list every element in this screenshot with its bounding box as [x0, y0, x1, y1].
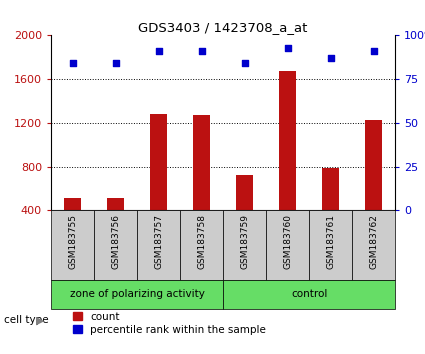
Bar	[322, 167, 339, 210]
Bar	[107, 198, 124, 210]
Text: GSM183761: GSM183761	[326, 214, 335, 269]
Bar	[365, 120, 382, 210]
FancyBboxPatch shape	[309, 210, 352, 280]
Text: GSM183759: GSM183759	[240, 214, 249, 269]
Text: GSM183760: GSM183760	[283, 214, 292, 269]
FancyBboxPatch shape	[51, 210, 94, 280]
Bar	[64, 198, 81, 210]
Title: GDS3403 / 1423708_a_at: GDS3403 / 1423708_a_at	[139, 21, 308, 34]
FancyBboxPatch shape	[94, 210, 137, 280]
FancyBboxPatch shape	[266, 210, 309, 280]
Point	[241, 61, 248, 66]
Bar	[236, 175, 253, 210]
FancyBboxPatch shape	[137, 210, 180, 280]
Legend: count, percentile rank within the sample: count, percentile rank within the sample	[74, 312, 266, 335]
Point	[284, 45, 291, 51]
Bar	[193, 115, 210, 210]
Bar	[150, 114, 167, 210]
Point	[327, 55, 334, 61]
Point	[69, 61, 76, 66]
Point	[370, 48, 377, 54]
Text: ▶: ▶	[36, 315, 45, 325]
FancyBboxPatch shape	[223, 280, 395, 309]
Point	[112, 61, 119, 66]
FancyBboxPatch shape	[352, 210, 395, 280]
Text: cell type: cell type	[4, 315, 49, 325]
Text: GSM183757: GSM183757	[154, 214, 163, 269]
Point	[155, 48, 162, 54]
Text: control: control	[291, 290, 327, 299]
FancyBboxPatch shape	[180, 210, 223, 280]
Bar	[279, 72, 296, 210]
Text: GSM183758: GSM183758	[197, 214, 206, 269]
FancyBboxPatch shape	[51, 280, 223, 309]
Text: GSM183756: GSM183756	[111, 214, 120, 269]
Text: GSM183762: GSM183762	[369, 214, 378, 269]
Text: zone of polarizing activity: zone of polarizing activity	[70, 290, 204, 299]
FancyBboxPatch shape	[223, 210, 266, 280]
Point	[198, 48, 205, 54]
Text: GSM183755: GSM183755	[68, 214, 77, 269]
